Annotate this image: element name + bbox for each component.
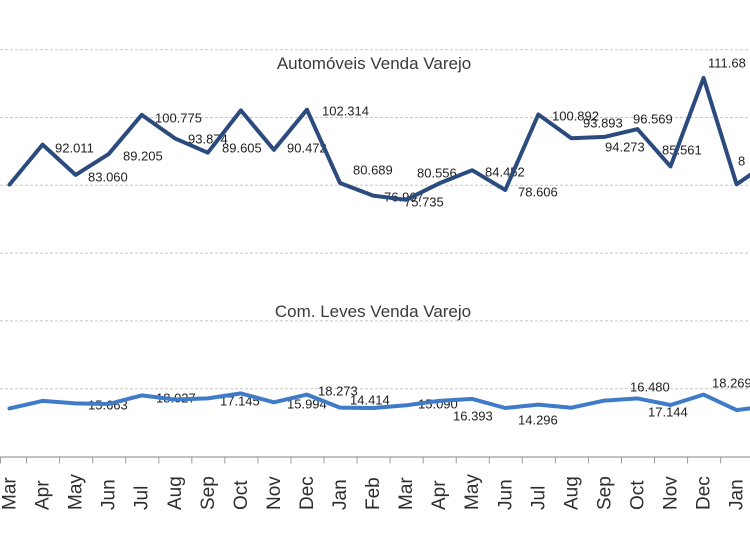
data-label: 100.775 [155,111,202,126]
data-label: 8 [738,154,745,169]
data-label: 18.269 [712,376,750,391]
data-label: 89.205 [123,149,163,164]
month-label: Mar [396,477,417,510]
month-label: Jan [330,479,351,510]
month-label: Oct [231,480,252,510]
month-label: Jan [727,479,748,510]
data-label: 90.472 [287,141,327,156]
x-axis-labels: Mar Apr May Jun Jul Aug Sep Oct Nov Dec Jan Feb Mar A… [0,474,748,510]
month-label: Sep [198,476,219,510]
series1-title: Automóveis Venda Varejo [277,54,471,73]
data-label: 94.273 [605,140,645,155]
data-label: 89.605 [222,141,262,156]
month-label: Aug [561,476,582,510]
month-label: May [66,474,87,510]
data-label: 80.556 [417,166,457,181]
month-label: Aug [165,476,186,510]
month-label: Dec [297,476,318,510]
month-label: May [462,474,483,510]
data-label: 80.689 [353,163,393,178]
gridlines [0,49,750,390]
month-label: Jun [495,479,516,510]
month-label: Sep [594,476,615,510]
data-label: 16.393 [453,409,493,424]
data-label: 84.452 [485,165,525,180]
data-label: 78.606 [518,185,558,200]
month-label: Feb [363,477,384,510]
data-label: 102.314 [322,104,369,119]
data-label: 93.893 [583,116,623,131]
month-label: Nov [661,476,682,510]
data-label: 16.480 [630,380,670,395]
data-label: 111.68 [708,56,746,71]
month-label: Dec [694,476,715,510]
data-label: 92.011 [55,141,94,156]
month-label: Jul [528,486,549,510]
month-label: Mar [0,477,21,510]
data-label: 75.735 [404,195,444,210]
data-label: 14.296 [518,413,558,428]
data-label: 76.967 [384,190,424,205]
data-label: 100.892 [552,109,599,124]
month-label: Apr [33,480,54,510]
month-label: Jun [99,479,120,510]
series2-title: Com. Leves Venda Varejo [275,302,471,321]
month-label: Apr [429,480,450,510]
data-label: 14.414 [350,393,390,408]
data-label: 83.060 [88,170,128,185]
x-axis [0,456,750,464]
data-label: 96.569 [633,112,673,127]
series2-line [7,391,750,413]
month-label: Jul [132,486,153,510]
data-label: 18.273 [318,384,358,399]
month-label: Nov [264,476,285,510]
month-label: Oct [627,480,648,510]
series1-line [7,75,750,202]
data-label: 17.144 [648,405,688,420]
data-label: 85.561 [662,143,702,158]
